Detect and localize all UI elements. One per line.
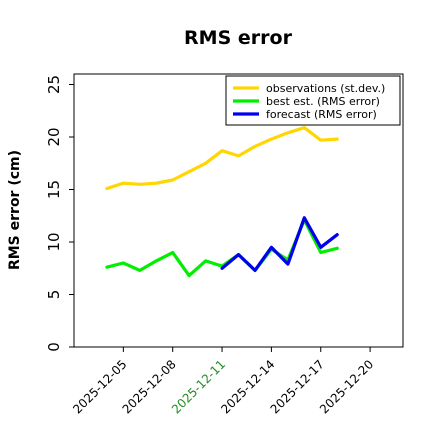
series-line-1: [105, 125, 339, 191]
legend-label-1: observations (st.dev.): [266, 82, 385, 95]
legend-label-3: forecast (RMS error): [266, 108, 377, 121]
y-tick-label: 0: [45, 342, 63, 352]
x-tick-label: 2025-12-20: [317, 357, 376, 416]
x-axis-ticks: 2025-12-052025-12-082025-12-112025-12-14…: [70, 347, 376, 416]
y-tick-label: 25: [45, 75, 63, 94]
y-axis-label: RMS error (cm): [7, 150, 23, 270]
series-line-3: [220, 216, 339, 272]
y-tick-label: 5: [45, 290, 63, 300]
y-tick-label: 20: [45, 127, 63, 146]
legend-label-2: best est. (RMS error): [266, 95, 380, 108]
y-axis-ticks: 0 5 10 15 20 25: [45, 75, 74, 352]
plot-area: [105, 125, 339, 278]
legend: observations (st.dev.)best est. (RMS err…: [225, 75, 401, 126]
plot-frame: [73, 73, 404, 348]
y-tick-label: 10: [45, 232, 63, 251]
y-tick-label: 15: [45, 180, 63, 199]
chart-title: RMS error: [184, 27, 293, 49]
